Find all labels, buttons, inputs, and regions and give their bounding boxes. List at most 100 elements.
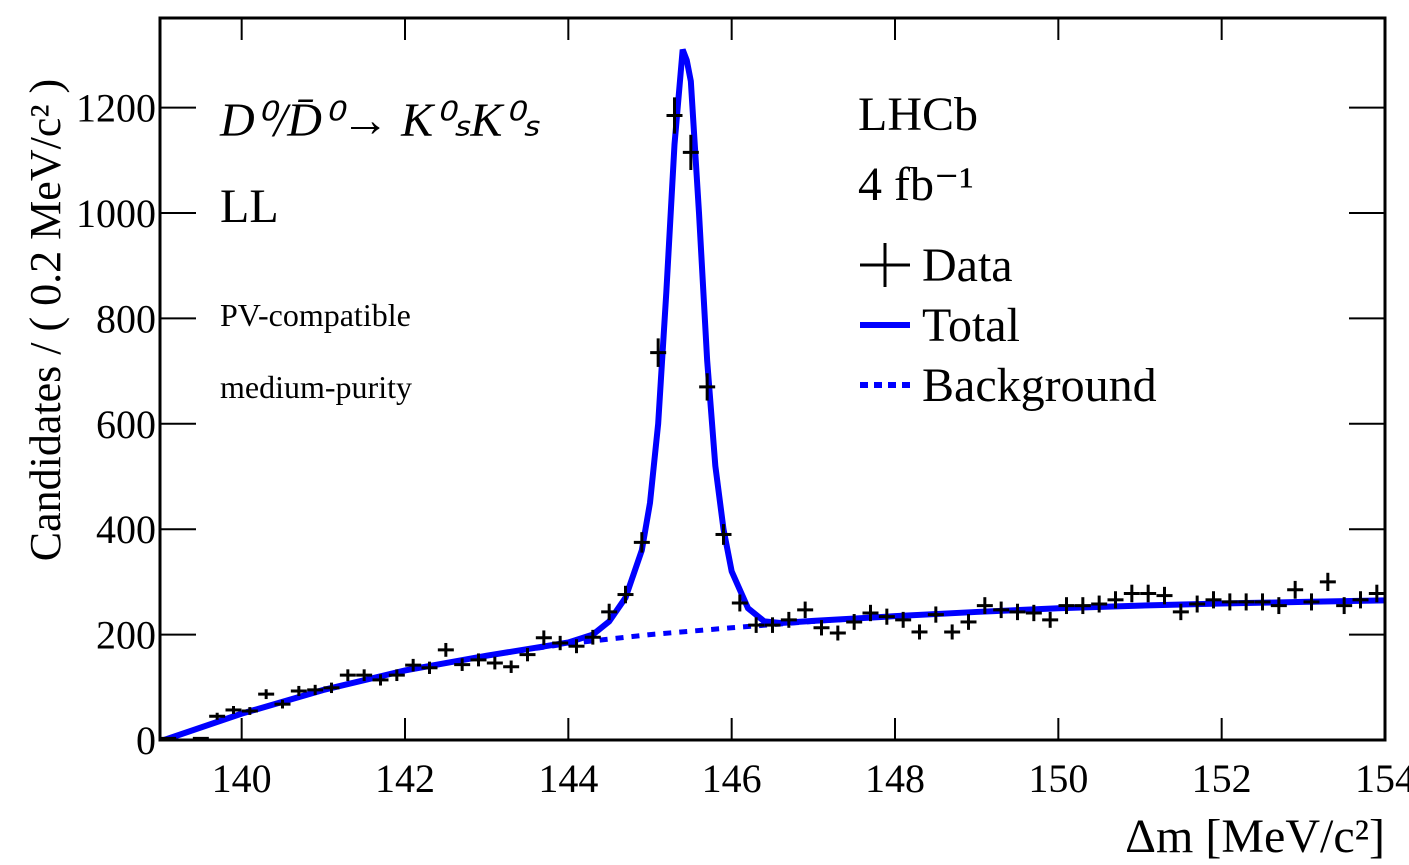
data-point — [911, 624, 928, 640]
data-point — [584, 629, 601, 645]
data-point — [1270, 597, 1287, 615]
y-tick-label: 400 — [96, 507, 156, 552]
data-point — [748, 617, 765, 633]
data-point — [682, 134, 699, 170]
plot-frame — [158, 16, 1387, 742]
data-point — [258, 689, 275, 700]
data-point — [437, 642, 454, 657]
purity-label: medium-purity — [220, 369, 412, 405]
data-point — [339, 669, 356, 682]
legend-label: Data — [922, 239, 1013, 292]
y-tick-label: 200 — [96, 613, 156, 658]
data-point — [470, 653, 487, 667]
data-point — [1009, 603, 1026, 621]
data-point — [1368, 584, 1385, 603]
data-point — [993, 601, 1010, 619]
data-point — [323, 682, 340, 694]
data-point — [813, 620, 830, 636]
data-point — [1156, 586, 1173, 605]
data-point — [1319, 572, 1336, 592]
data-point — [633, 532, 650, 553]
data-point — [1189, 595, 1206, 613]
data-point — [1025, 604, 1042, 622]
x-tick-label: 154 — [1355, 756, 1409, 801]
data-point — [1254, 593, 1271, 611]
data-point — [927, 606, 944, 623]
x-tick-label: 152 — [1192, 756, 1252, 801]
legend-label: Background — [922, 359, 1157, 412]
data-point — [1123, 584, 1140, 603]
luminosity-label: 4 fb⁻¹ — [858, 158, 974, 211]
data-point — [568, 639, 585, 654]
data-point — [454, 658, 471, 671]
data-point — [780, 611, 797, 628]
x-tick-label: 140 — [212, 756, 272, 801]
y-tick-label: 1200 — [76, 86, 156, 131]
data-point — [388, 669, 405, 682]
data-point — [290, 685, 307, 697]
data-point — [829, 625, 846, 641]
data-point — [421, 661, 438, 674]
data-point — [976, 597, 993, 615]
data-point — [519, 647, 536, 662]
data-point — [797, 601, 814, 619]
data-point — [1287, 580, 1304, 599]
y-tick-label: 0 — [136, 718, 156, 763]
decay-label: D⁰/D̄⁰→ K⁰ₛK⁰ₛ — [219, 94, 541, 147]
data-point — [1205, 591, 1222, 609]
data-point — [1107, 591, 1124, 609]
plot-area — [160, 48, 1385, 740]
x-tick-label: 148 — [865, 756, 925, 801]
legend-label: Total — [922, 299, 1020, 352]
selection-label: PV-compatible — [220, 297, 411, 333]
data-point — [486, 656, 503, 670]
data-point — [944, 624, 961, 640]
data-point — [617, 585, 634, 604]
data-point — [241, 707, 258, 715]
data-point — [878, 608, 895, 625]
data-point — [699, 373, 716, 401]
data-point — [650, 338, 667, 367]
data-point — [503, 660, 520, 673]
data-point — [895, 611, 912, 628]
data-point — [1042, 611, 1059, 628]
data-point — [1303, 593, 1320, 611]
y-axis-title: Candidates / ( 0.2 MeV/c² ) — [21, 79, 70, 561]
x-axis-title: Δm [MeV/c²] — [1125, 810, 1385, 863]
data-point — [307, 684, 324, 696]
x-tick-label: 142 — [375, 756, 435, 801]
y-tick-label: 600 — [96, 402, 156, 447]
data-point — [209, 712, 226, 720]
data-point — [1074, 597, 1091, 615]
x-tick-label: 146 — [702, 756, 762, 801]
data-point — [356, 669, 373, 682]
data-point — [1140, 584, 1157, 603]
y-tick-label: 800 — [96, 296, 156, 341]
y-tick-label: 1000 — [76, 191, 156, 236]
data-point — [225, 706, 242, 714]
x-tick-label: 150 — [1028, 756, 1088, 801]
data-point — [535, 630, 552, 646]
data-point — [1352, 591, 1369, 609]
data-point — [846, 614, 863, 630]
x-tick-label: 144 — [538, 756, 598, 801]
data-point — [1238, 593, 1255, 611]
data-point — [731, 594, 748, 612]
data-point — [1172, 603, 1189, 621]
data-point — [960, 614, 977, 630]
category-label: LL — [220, 180, 279, 233]
data-point — [1221, 593, 1238, 611]
data-point — [666, 97, 683, 134]
data-point — [601, 603, 618, 621]
data-point — [764, 617, 781, 633]
data-point — [715, 524, 732, 545]
data-point — [1091, 595, 1108, 613]
data-point — [372, 674, 389, 686]
experiment-label: LHCb — [858, 88, 978, 141]
data-point — [862, 604, 879, 622]
data-point — [274, 699, 291, 709]
data-point — [405, 658, 422, 672]
data-point — [1058, 597, 1075, 615]
data-point — [552, 635, 569, 651]
